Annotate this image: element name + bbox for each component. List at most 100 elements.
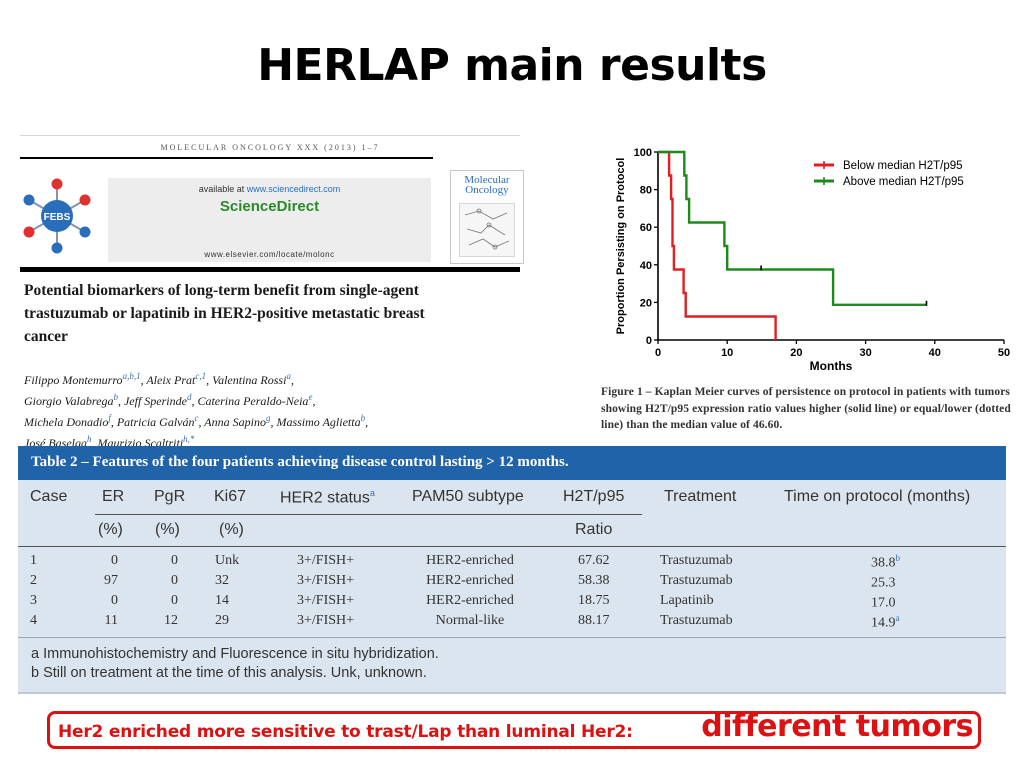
- x-tick-label: 20: [790, 347, 802, 359]
- chart-axes: [657, 152, 1004, 341]
- table-cell: 2: [30, 573, 37, 588]
- author-separator: ,: [365, 415, 369, 429]
- col-header-case: Case: [30, 488, 68, 505]
- febs-logo-text: FEBS: [44, 212, 71, 223]
- author-affiliation: f: [108, 413, 111, 423]
- chart-legend: Below median H2T/p95 Above median H2T/p95: [814, 160, 964, 188]
- table-cell: 29: [215, 613, 229, 628]
- table-cell: 18.75: [578, 593, 610, 608]
- col-subheader-pgr: (%): [155, 521, 180, 538]
- km-curve-2: [658, 150, 927, 306]
- time-value: 17.0: [871, 595, 896, 611]
- table-cell: 4: [30, 613, 37, 628]
- available-at-label: available at: [198, 184, 245, 194]
- journal-cover: Molecular Oncology: [450, 170, 524, 264]
- table-cell: Trastuzumab: [660, 553, 733, 568]
- table-cell: HER2-enriched: [426, 573, 514, 588]
- table-cell-time: 17.0: [871, 593, 896, 612]
- author-affiliation: e: [308, 392, 313, 402]
- author-affiliation: b: [113, 392, 118, 402]
- table-cell: 88.17: [578, 613, 610, 628]
- slide-title: HERLAP main results: [257, 40, 767, 91]
- table-cell: 12: [164, 613, 178, 628]
- journal-cover-art: [459, 203, 515, 257]
- publisher-url[interactable]: www.elsevier.com/locate/molonc: [204, 250, 335, 259]
- table-cell: 0: [111, 593, 118, 608]
- table-cell: Trastuzumab: [660, 613, 733, 628]
- x-tick-label: 10: [721, 347, 733, 359]
- table-cell: 97: [104, 573, 118, 588]
- col-subheader-ratio: Ratio: [575, 521, 613, 538]
- table-cell: 67.62: [578, 553, 610, 568]
- available-at-url[interactable]: www.sciencedirect.com: [246, 184, 341, 194]
- time-value: 14.9: [871, 615, 896, 631]
- author-affiliation: c,1: [195, 371, 207, 381]
- col-header-her2-status: HER2 statusa: [280, 488, 375, 507]
- col-header-er: ER: [102, 488, 125, 505]
- table-cell: 1: [30, 553, 37, 568]
- body-rule-bottom: [18, 637, 1006, 638]
- table-cell: 0: [171, 593, 178, 608]
- author-name: , Jeff Sperinde: [117, 394, 187, 408]
- author-affiliation: d: [186, 392, 192, 402]
- time-value: 38.8: [871, 555, 896, 571]
- x-tick-label: 30: [859, 347, 871, 359]
- author-name: Filippo Montemurro: [24, 373, 123, 387]
- journal-line: MOLECULAR ONCOLOGY XXX (2013) 1–7: [20, 135, 520, 152]
- masthead-rule: [20, 157, 433, 159]
- y-tick-label: 60: [640, 222, 652, 234]
- table-cell: 0: [171, 553, 178, 568]
- body-rule-top: [18, 546, 1006, 547]
- author-name: , Massimo Aglietta: [270, 415, 361, 429]
- table-cell: 3+/FISH+: [297, 613, 355, 628]
- sciencedirect-brand: ScienceDirect: [219, 198, 320, 215]
- author-affiliation: a,b,1: [122, 371, 141, 381]
- col-header-treatment: Treatment: [664, 488, 737, 505]
- y-axis-label: Proportion Persisting on Protocol: [615, 158, 627, 335]
- author-name: , Caterina Peraldo-Neia: [191, 394, 309, 408]
- author-separator: ,: [290, 373, 294, 387]
- table-cell: HER2-enriched: [426, 593, 514, 608]
- time-footnote-sup: b: [895, 553, 901, 563]
- col-header-h2t-p95: H2T/p95: [563, 488, 625, 505]
- table-cell: 3+/FISH+: [297, 553, 355, 568]
- author-name: , Patricia Galván: [110, 415, 195, 429]
- author-separator: ,: [312, 394, 316, 408]
- header-rule: [95, 514, 642, 515]
- col-subheader-ki67: (%): [219, 521, 244, 538]
- y-tick-label: 100: [634, 147, 652, 159]
- y-tick-label: 80: [640, 185, 652, 197]
- table-cell: Lapatinib: [660, 593, 714, 608]
- time-footnote-sup: a: [895, 613, 900, 623]
- article-rule: [20, 267, 520, 272]
- table-cell: 58.38: [578, 573, 610, 588]
- col-subheader-er: (%): [98, 521, 123, 538]
- km-curve-1: [658, 150, 777, 340]
- col-header-time-on-protocol: Time on protocol (months): [784, 488, 971, 505]
- legend-label: Above median H2T/p95: [843, 176, 964, 188]
- table-cell: 3+/FISH+: [297, 573, 355, 588]
- article-authors: Filippo Montemurroa,b,1, Aleix Pratc,1 , …: [24, 368, 454, 452]
- col-header-pam50: PAM50 subtype: [412, 488, 524, 505]
- table-cell: Trastuzumab: [660, 573, 733, 588]
- table-cell-time: 25.3: [871, 573, 896, 592]
- table-caption: Table 2 – Features of the four patients …: [31, 454, 569, 470]
- col-header-her2-sup: a: [369, 488, 375, 498]
- kaplan-meier-chart: 0 10 20 30 40 50 0 20 40 60 80 100 Below median H2T…: [615, 147, 1010, 373]
- y-tick-label: 0: [646, 335, 652, 347]
- author-name: , Aleix Prat: [140, 373, 196, 387]
- author-name: Michela Donadio: [24, 415, 109, 429]
- callout-text: Her2 enriched more sensitive to trast/La…: [58, 722, 633, 742]
- table-cell: 11: [104, 613, 118, 628]
- x-tick-label: 40: [929, 347, 941, 359]
- x-tick-label: 50: [998, 347, 1010, 359]
- table-cell-time: 14.9a: [871, 613, 900, 632]
- legend-label: Below median H2T/p95: [843, 160, 963, 172]
- author-affiliation: h,*: [183, 434, 195, 444]
- sciencedirect-box: available at www.sciencedirect.com Scien…: [108, 178, 431, 262]
- table-cell: HER2-enriched: [426, 553, 514, 568]
- author-affiliation: h: [86, 434, 92, 444]
- author-name: Giorgio Valabrega: [24, 394, 114, 408]
- article-snippet: MOLECULAR ONCOLOGY XXX (2013) 1–7 FEBS a…: [20, 132, 525, 450]
- table-cell: 0: [111, 553, 118, 568]
